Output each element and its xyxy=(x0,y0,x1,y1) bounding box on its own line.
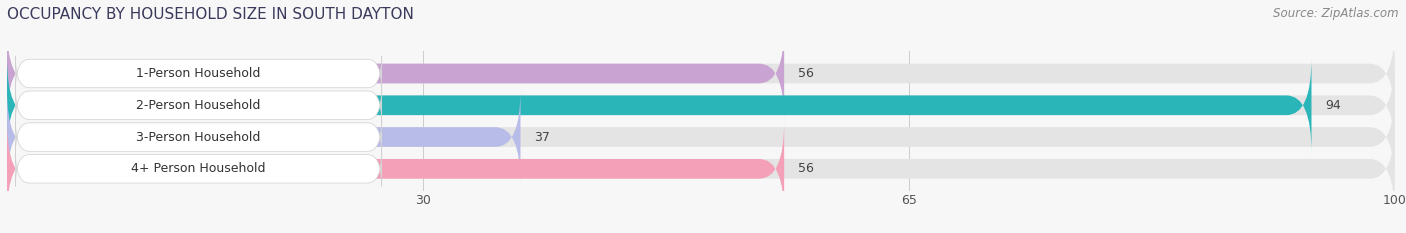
FancyBboxPatch shape xyxy=(7,121,785,216)
FancyBboxPatch shape xyxy=(7,90,1395,184)
FancyBboxPatch shape xyxy=(7,58,1312,153)
Text: Source: ZipAtlas.com: Source: ZipAtlas.com xyxy=(1274,7,1399,20)
FancyBboxPatch shape xyxy=(15,56,381,91)
Text: 3-Person Household: 3-Person Household xyxy=(136,130,260,144)
Text: 37: 37 xyxy=(534,130,550,144)
FancyBboxPatch shape xyxy=(7,90,520,184)
Text: 56: 56 xyxy=(799,67,814,80)
FancyBboxPatch shape xyxy=(15,88,381,123)
FancyBboxPatch shape xyxy=(7,58,1395,153)
FancyBboxPatch shape xyxy=(7,26,1395,121)
FancyBboxPatch shape xyxy=(7,26,785,121)
Text: 1-Person Household: 1-Person Household xyxy=(136,67,260,80)
FancyBboxPatch shape xyxy=(7,121,1395,216)
FancyBboxPatch shape xyxy=(15,120,381,154)
Text: 2-Person Household: 2-Person Household xyxy=(136,99,260,112)
Text: 94: 94 xyxy=(1326,99,1341,112)
Text: 56: 56 xyxy=(799,162,814,175)
Text: 4+ Person Household: 4+ Person Household xyxy=(131,162,266,175)
Text: OCCUPANCY BY HOUSEHOLD SIZE IN SOUTH DAYTON: OCCUPANCY BY HOUSEHOLD SIZE IN SOUTH DAY… xyxy=(7,7,413,22)
FancyBboxPatch shape xyxy=(15,151,381,186)
